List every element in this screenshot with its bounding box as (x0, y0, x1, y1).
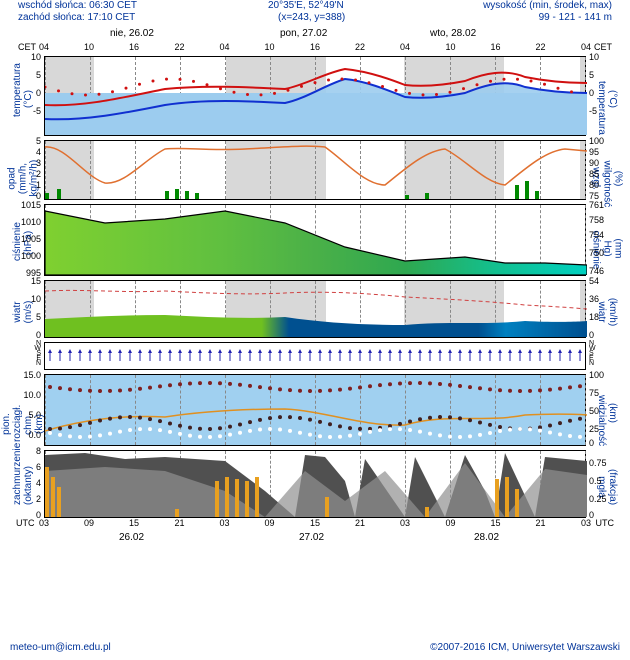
press-panel: ciśnienie(hPa) (mm Hg)ciśnienie 10151010… (44, 204, 586, 276)
footer-email[interactable]: meteo-um@icm.edu.pl (10, 642, 111, 653)
bdate-2: 27.02 (299, 532, 324, 543)
okta-panel: zachmurzenie(oktanty) (frakcja)mgła 8642… (44, 450, 586, 518)
xy-text: (x=243, y=388) (278, 12, 345, 23)
dir-panel: NWSEN NWSEN (44, 342, 586, 370)
footer: meteo-um@icm.edu.pl ©2007-2016 ICM, Uniw… (0, 642, 630, 658)
date-1: nie, 26.02 (110, 28, 154, 39)
utc-row: UTC UTC 03091521030915210309152103 (44, 518, 586, 532)
meteogram-container: wschód słońca: 06:30 CET zachód słońca: … (0, 0, 630, 660)
cloud-panel: pion. rozciągł. chm.(km) (km)widzialność… (44, 374, 586, 446)
precip-panel: opad(mm/h, kg/m²/h) (%)wilgotność wzgl. … (44, 140, 586, 200)
date-2: pon, 27.02 (280, 28, 327, 39)
cet-right: CET (594, 42, 612, 52)
cet-row-top: CET CET 04101622041016220410162204 (0, 42, 630, 56)
footer-copyright: ©2007-2016 ICM, Uniwersytet Warszawski (430, 642, 620, 653)
cet-left: CET (18, 42, 36, 52)
sunrise-text: wschód słońca: 06:30 CET (18, 0, 137, 11)
bdate-1: 26.02 (119, 532, 144, 543)
utc-right: UTC (596, 518, 615, 528)
sunset-text: zachód słońca: 17:10 CET (18, 12, 135, 23)
altitude-label: wysokość (min, środek, max) (483, 0, 612, 11)
coords-text: 20°35'E, 52°49'N (268, 0, 344, 11)
panel-area: temperatura(°C) (°C)temperatura 1050-510… (44, 56, 586, 518)
utc-left: UTC (16, 518, 35, 528)
date-bot: 26.02 27.02 28.02 (44, 532, 586, 546)
altitude-text: 99 - 121 - 141 m (539, 12, 612, 23)
date-3: wto, 28.02 (430, 28, 476, 39)
temp-panel: temperatura(°C) (°C)temperatura 1050-510… (44, 56, 586, 136)
bdate-3: 28.02 (474, 532, 499, 543)
date-row: nie, 26.02 pon, 27.02 wto, 28.02 (0, 28, 630, 42)
header: wschód słońca: 06:30 CET zachód słońca: … (0, 0, 630, 28)
wind-panel: wiatr(m/s) (km/h)wiatr 1510505436180 (44, 280, 586, 338)
